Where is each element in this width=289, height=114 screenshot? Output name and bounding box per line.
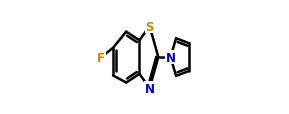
Text: F: F <box>97 51 105 64</box>
Text: N: N <box>144 82 155 95</box>
Text: N: N <box>166 51 175 64</box>
Text: S: S <box>145 20 154 33</box>
